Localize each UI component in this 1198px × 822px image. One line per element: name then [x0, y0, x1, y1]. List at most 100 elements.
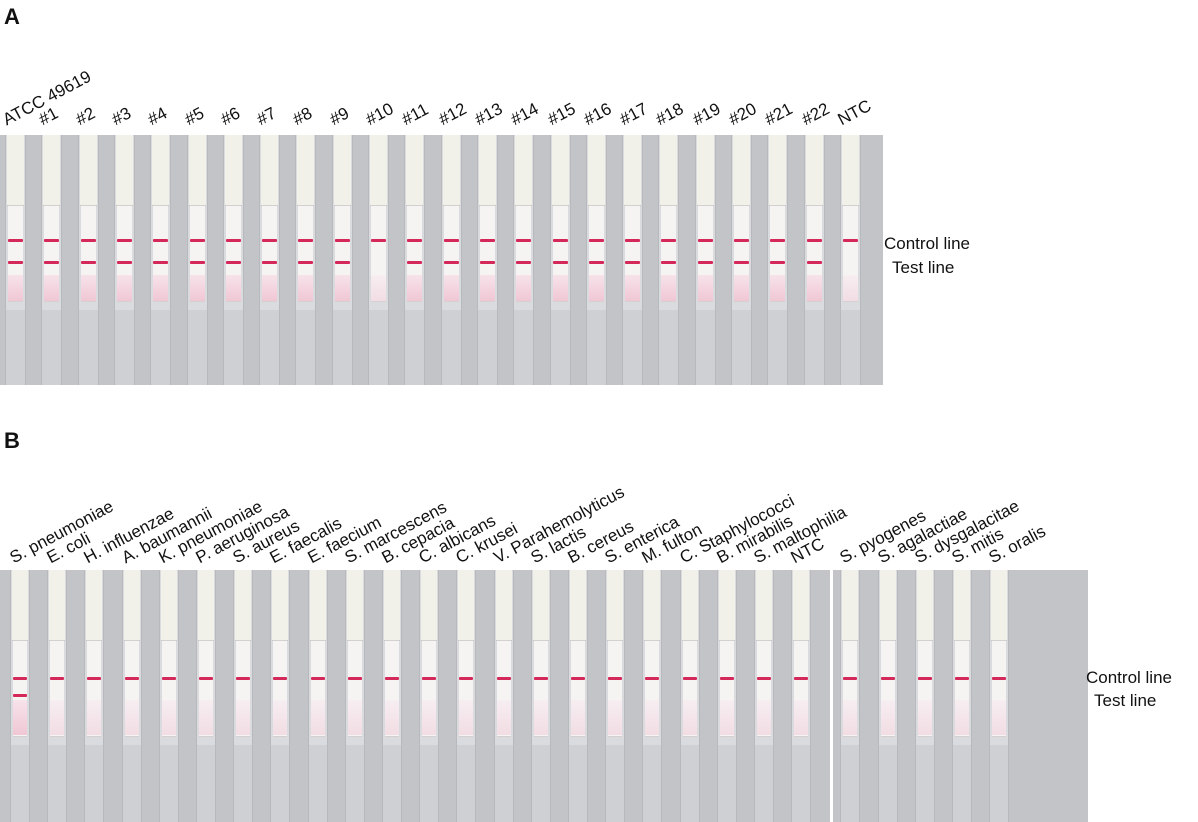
- test-strip: [222, 135, 244, 385]
- sample-pad: [992, 700, 1007, 735]
- strip-lower: [159, 745, 178, 822]
- test-strip: [840, 570, 861, 822]
- test-line: [189, 261, 205, 264]
- strip-lower: [345, 745, 364, 822]
- sample-pad: [124, 700, 139, 735]
- strip-label: #19: [689, 99, 724, 130]
- test-strip: [989, 570, 1010, 822]
- sample-pad: [310, 700, 325, 735]
- sample-pad: [645, 700, 660, 735]
- sample-pad: [407, 275, 423, 301]
- strip-cap: [841, 135, 859, 206]
- strip-lower: [841, 745, 860, 822]
- test-line: [661, 261, 677, 264]
- control-line: [734, 239, 749, 242]
- test-strip: [493, 570, 514, 822]
- control-line: [310, 677, 325, 680]
- control-line: [588, 239, 604, 242]
- control-line: [371, 239, 386, 242]
- sample-pad: [661, 275, 677, 301]
- strip-label: #12: [435, 99, 470, 130]
- strip-cap: [660, 135, 678, 206]
- strip-lower: [6, 310, 25, 385]
- sample-pad: [371, 275, 386, 301]
- strip-lower: [792, 745, 811, 822]
- strip-cap: [515, 135, 533, 206]
- test-strip: [150, 135, 172, 385]
- sample-pad: [625, 275, 641, 301]
- strip-cap: [879, 570, 896, 641]
- control-line: [50, 677, 65, 680]
- test-strip: [382, 570, 402, 822]
- strip-cap: [718, 570, 735, 641]
- sample-pad: [496, 700, 511, 735]
- test-line: [407, 261, 423, 264]
- sample-pad: [334, 275, 350, 301]
- test-strip: [679, 570, 700, 822]
- strip-cap: [406, 135, 424, 206]
- test-strip: [404, 135, 426, 385]
- strip-cap: [733, 135, 750, 206]
- strip-lower: [405, 310, 425, 385]
- strip-label: #16: [580, 99, 615, 130]
- strip-label: #14: [507, 99, 542, 130]
- test-line: [116, 261, 132, 264]
- sample-pad: [588, 275, 604, 301]
- sample-pad: [44, 275, 60, 301]
- control-line: [116, 239, 132, 242]
- test-strip: [658, 135, 680, 385]
- control-line: [334, 239, 350, 242]
- strip-label: #20: [725, 99, 760, 130]
- strip-lower: [271, 745, 290, 822]
- strip-cap: [370, 135, 387, 206]
- strip-cap: [570, 570, 586, 641]
- strip-cap: [224, 135, 242, 206]
- strip-label: #17: [616, 99, 651, 130]
- strip-label: #9: [326, 103, 352, 130]
- strip-cap: [458, 570, 475, 641]
- sample-pad: [50, 700, 65, 735]
- test-strip: [84, 570, 105, 822]
- control-line: [124, 677, 139, 680]
- strip-cap: [793, 570, 810, 641]
- test-line: [13, 694, 27, 697]
- sample-pad: [479, 275, 495, 301]
- panel-b-letter: B: [4, 428, 20, 453]
- test-strip: [622, 135, 644, 385]
- control-line: [625, 239, 641, 242]
- test-strip: [839, 135, 861, 385]
- strip-cap: [916, 570, 933, 641]
- strip-label: #3: [108, 103, 135, 130]
- sample-pad: [8, 275, 23, 301]
- control-line: [87, 677, 102, 680]
- panel-a-photo: [0, 135, 883, 385]
- strip-lower: [114, 310, 134, 385]
- strip-label: #21: [761, 99, 796, 130]
- strip-cap: [160, 570, 177, 641]
- strip-lower: [732, 310, 751, 385]
- strip-lower: [11, 745, 29, 822]
- test-line: [479, 261, 495, 264]
- test-strip: [186, 135, 208, 385]
- test-strip: [233, 570, 254, 822]
- sample-pad: [422, 700, 437, 735]
- sample-pad: [236, 700, 251, 735]
- sample-pad: [955, 700, 969, 735]
- strip-cap: [532, 570, 549, 641]
- strip-lower: [953, 745, 971, 822]
- strip-label: #7: [253, 103, 280, 130]
- strip-cap: [681, 570, 698, 641]
- control-line: [385, 677, 399, 680]
- sample-pad: [734, 275, 749, 301]
- sample-pad: [459, 700, 474, 735]
- sample-pad: [161, 700, 176, 735]
- test-line: [552, 261, 568, 264]
- strip-lower: [441, 310, 461, 385]
- strip-cap: [43, 135, 61, 206]
- test-strip: [585, 135, 607, 385]
- strip-lower: [680, 745, 699, 822]
- test-strip: [10, 570, 30, 822]
- test-line: [625, 261, 641, 264]
- strip-lower: [804, 310, 824, 385]
- test-strip: [307, 570, 328, 822]
